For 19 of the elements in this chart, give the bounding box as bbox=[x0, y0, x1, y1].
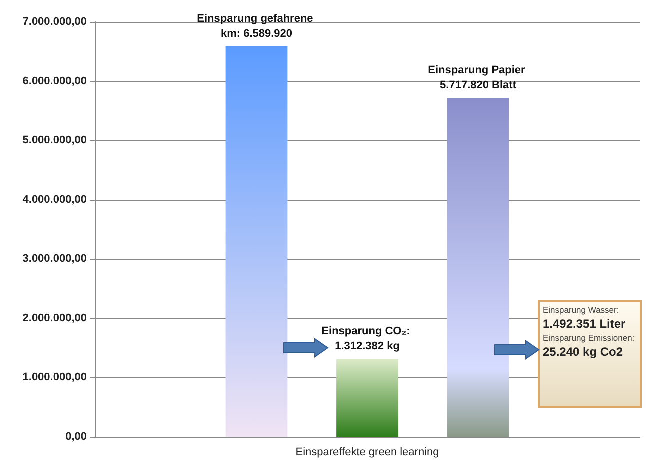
y-tick-label: 0,00 bbox=[66, 431, 87, 443]
y-tick-label: 4.000.000,00 bbox=[22, 194, 87, 206]
x-tick-label: Einspareffekte green learning bbox=[296, 446, 440, 458]
data-label: Einsparung CO₂: 1.312.382 kg bbox=[322, 326, 414, 353]
y-tick-label: 7.000.000,00 bbox=[22, 16, 87, 28]
y-tick-label: 6.000.000,00 bbox=[22, 75, 87, 88]
annotation: Einsparung Emissionen: bbox=[543, 333, 636, 343]
y-tick-label: 1.000.000,00 bbox=[22, 372, 87, 384]
bar bbox=[447, 98, 510, 437]
bar bbox=[336, 359, 398, 437]
y-tick-label: 5.000.000,00 bbox=[22, 134, 87, 147]
bar bbox=[226, 46, 288, 437]
y-tick-label: 3.000.000,00 bbox=[22, 253, 87, 266]
annotation: Einsparung Wasser: bbox=[543, 305, 620, 315]
annotation: 25.240 kg Co2 bbox=[543, 345, 624, 359]
data-label: Einsparung gefahrene km: 6.589.920 bbox=[197, 12, 316, 40]
annotation: 1.492.351 Liter bbox=[543, 317, 627, 331]
y-tick-label: 2.000.000,00 bbox=[22, 312, 87, 324]
data-label: Einsparung Papier 5.717.820 Blatt bbox=[428, 64, 528, 92]
